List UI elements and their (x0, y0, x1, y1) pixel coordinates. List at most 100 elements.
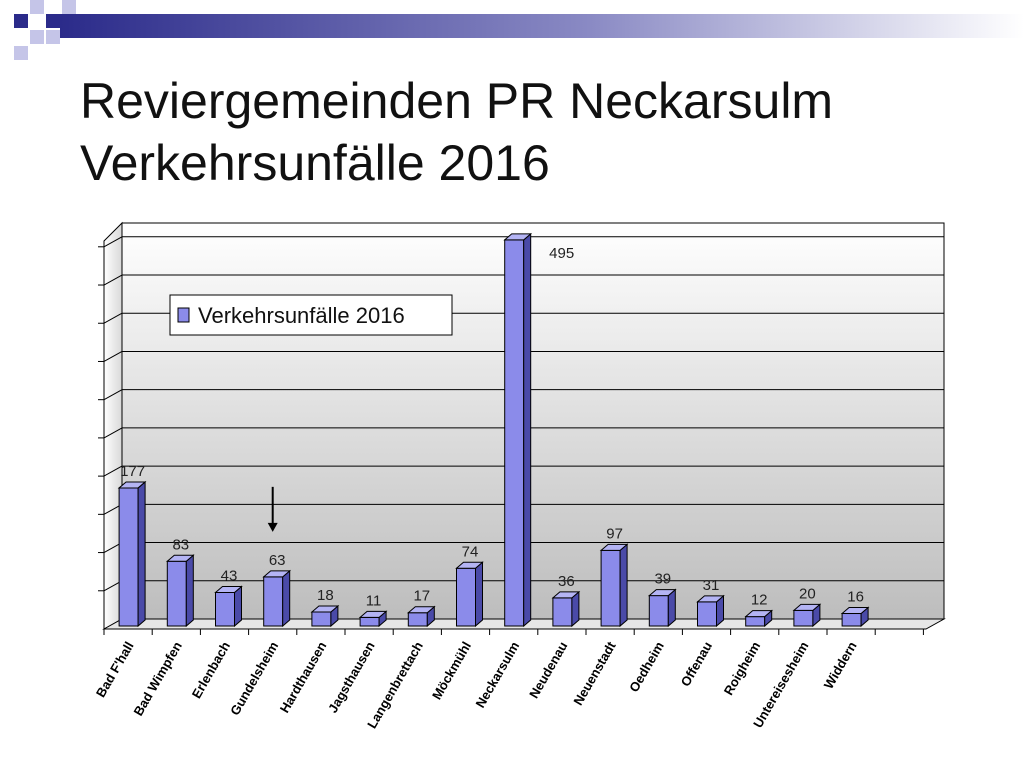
gridline-side (103, 236, 123, 248)
bar-top (696, 595, 725, 603)
bar (262, 569, 292, 628)
bar-front (745, 616, 766, 627)
data-label: 17 (413, 588, 430, 605)
annotation-arrowhead (267, 522, 278, 532)
x-tick-label: Widdern (821, 639, 860, 691)
bar-front (456, 567, 476, 627)
bar-side (282, 569, 291, 628)
bar (455, 561, 484, 628)
bar-top (744, 610, 774, 618)
bar-front (359, 616, 380, 627)
data-label: 63 (269, 552, 286, 569)
bar-front (407, 612, 428, 627)
bar-top (455, 561, 484, 569)
data-label: 20 (799, 585, 816, 602)
bar-side (619, 543, 628, 628)
x-tick-label: Möckmühl (429, 639, 474, 702)
chart-legend: Verkehrsunfälle 2016 (169, 294, 453, 336)
bar-top (792, 603, 822, 611)
x-tick-label: Neudenau (526, 639, 570, 701)
gridline-side (103, 389, 123, 401)
bar (744, 609, 774, 628)
bar (599, 543, 629, 628)
data-label: 11 (366, 592, 382, 609)
bar-front (504, 239, 525, 627)
bar-front (166, 560, 187, 627)
data-label: 18 (317, 587, 334, 604)
bar-top (214, 585, 243, 593)
bar-front (552, 597, 573, 627)
header-square (14, 14, 28, 28)
bar-top (599, 543, 629, 551)
x-tick-label: Oedheim (626, 639, 667, 695)
header-square (30, 30, 44, 44)
header-square (14, 46, 28, 60)
bar (406, 605, 436, 628)
gridline-side (103, 351, 123, 362)
x-tick-label: Bad F'hall (93, 639, 137, 700)
x-tick-label: Neckarsulm (472, 639, 522, 710)
gridline-side (103, 312, 123, 324)
bar-front (793, 609, 814, 627)
data-label: 83 (172, 536, 189, 553)
bar (214, 585, 243, 628)
data-label: 31 (703, 577, 720, 594)
bar (117, 480, 147, 628)
x-tick-label: Offenau (678, 639, 716, 689)
bar (165, 554, 195, 628)
x-tick-label: Erlenbach (189, 639, 233, 701)
bar-top (262, 570, 292, 578)
data-label: 43 (221, 567, 238, 584)
bar-front (118, 487, 139, 627)
bar (792, 603, 822, 628)
slide-title-line-1: Reviergemeinden PR Neckarsulm (80, 73, 834, 129)
bar-side (185, 554, 194, 628)
bar (358, 610, 388, 628)
data-label: 495 (549, 245, 574, 262)
bar (840, 606, 870, 628)
bar-front (648, 595, 669, 627)
bar-top (165, 554, 195, 562)
bar-top (310, 605, 340, 613)
bar (503, 232, 533, 628)
slide-title-line-2: Verkehrsunfälle 2016 (80, 135, 550, 191)
bar-top (406, 606, 436, 614)
slide-title: Reviergemeinden PR Neckarsulm Verkehrsun… (80, 70, 980, 194)
x-tick-label: Bad Wimpfen (130, 639, 184, 718)
gridline-side (103, 465, 123, 477)
bar-top (551, 591, 581, 599)
bar-front (600, 549, 621, 627)
legend-label: Verkehrsunfälle 2016 (198, 303, 405, 328)
bar (551, 590, 581, 628)
header-gradient-band (60, 14, 1024, 38)
bar-side (523, 232, 532, 628)
bar-top (840, 607, 870, 615)
x-tick-label: Neuenstadt (570, 638, 619, 707)
data-label: 39 (654, 571, 671, 588)
bar-side (137, 480, 146, 628)
bar-top (117, 481, 147, 489)
data-label: 16 (847, 589, 864, 606)
bar (696, 594, 725, 628)
header-square (62, 0, 76, 14)
header-square (30, 0, 44, 14)
data-label: 97 (606, 525, 623, 542)
header-square (46, 30, 60, 44)
legend-box (169, 294, 453, 336)
gridline-side (103, 427, 123, 439)
x-tick-label: Jagsthausen (325, 639, 378, 715)
bar-front (215, 591, 235, 627)
bar (647, 588, 677, 628)
bar-front (263, 576, 284, 627)
legend-swatch (177, 307, 190, 323)
gridline-side (103, 274, 123, 286)
bar-top (503, 233, 533, 241)
bar-side (234, 585, 242, 628)
bar-front (697, 601, 717, 627)
header-square (46, 14, 60, 28)
header-decoration (14, 0, 1024, 60)
data-label: 74 (462, 543, 479, 560)
bar-front (311, 611, 332, 627)
bar-side (475, 561, 483, 628)
